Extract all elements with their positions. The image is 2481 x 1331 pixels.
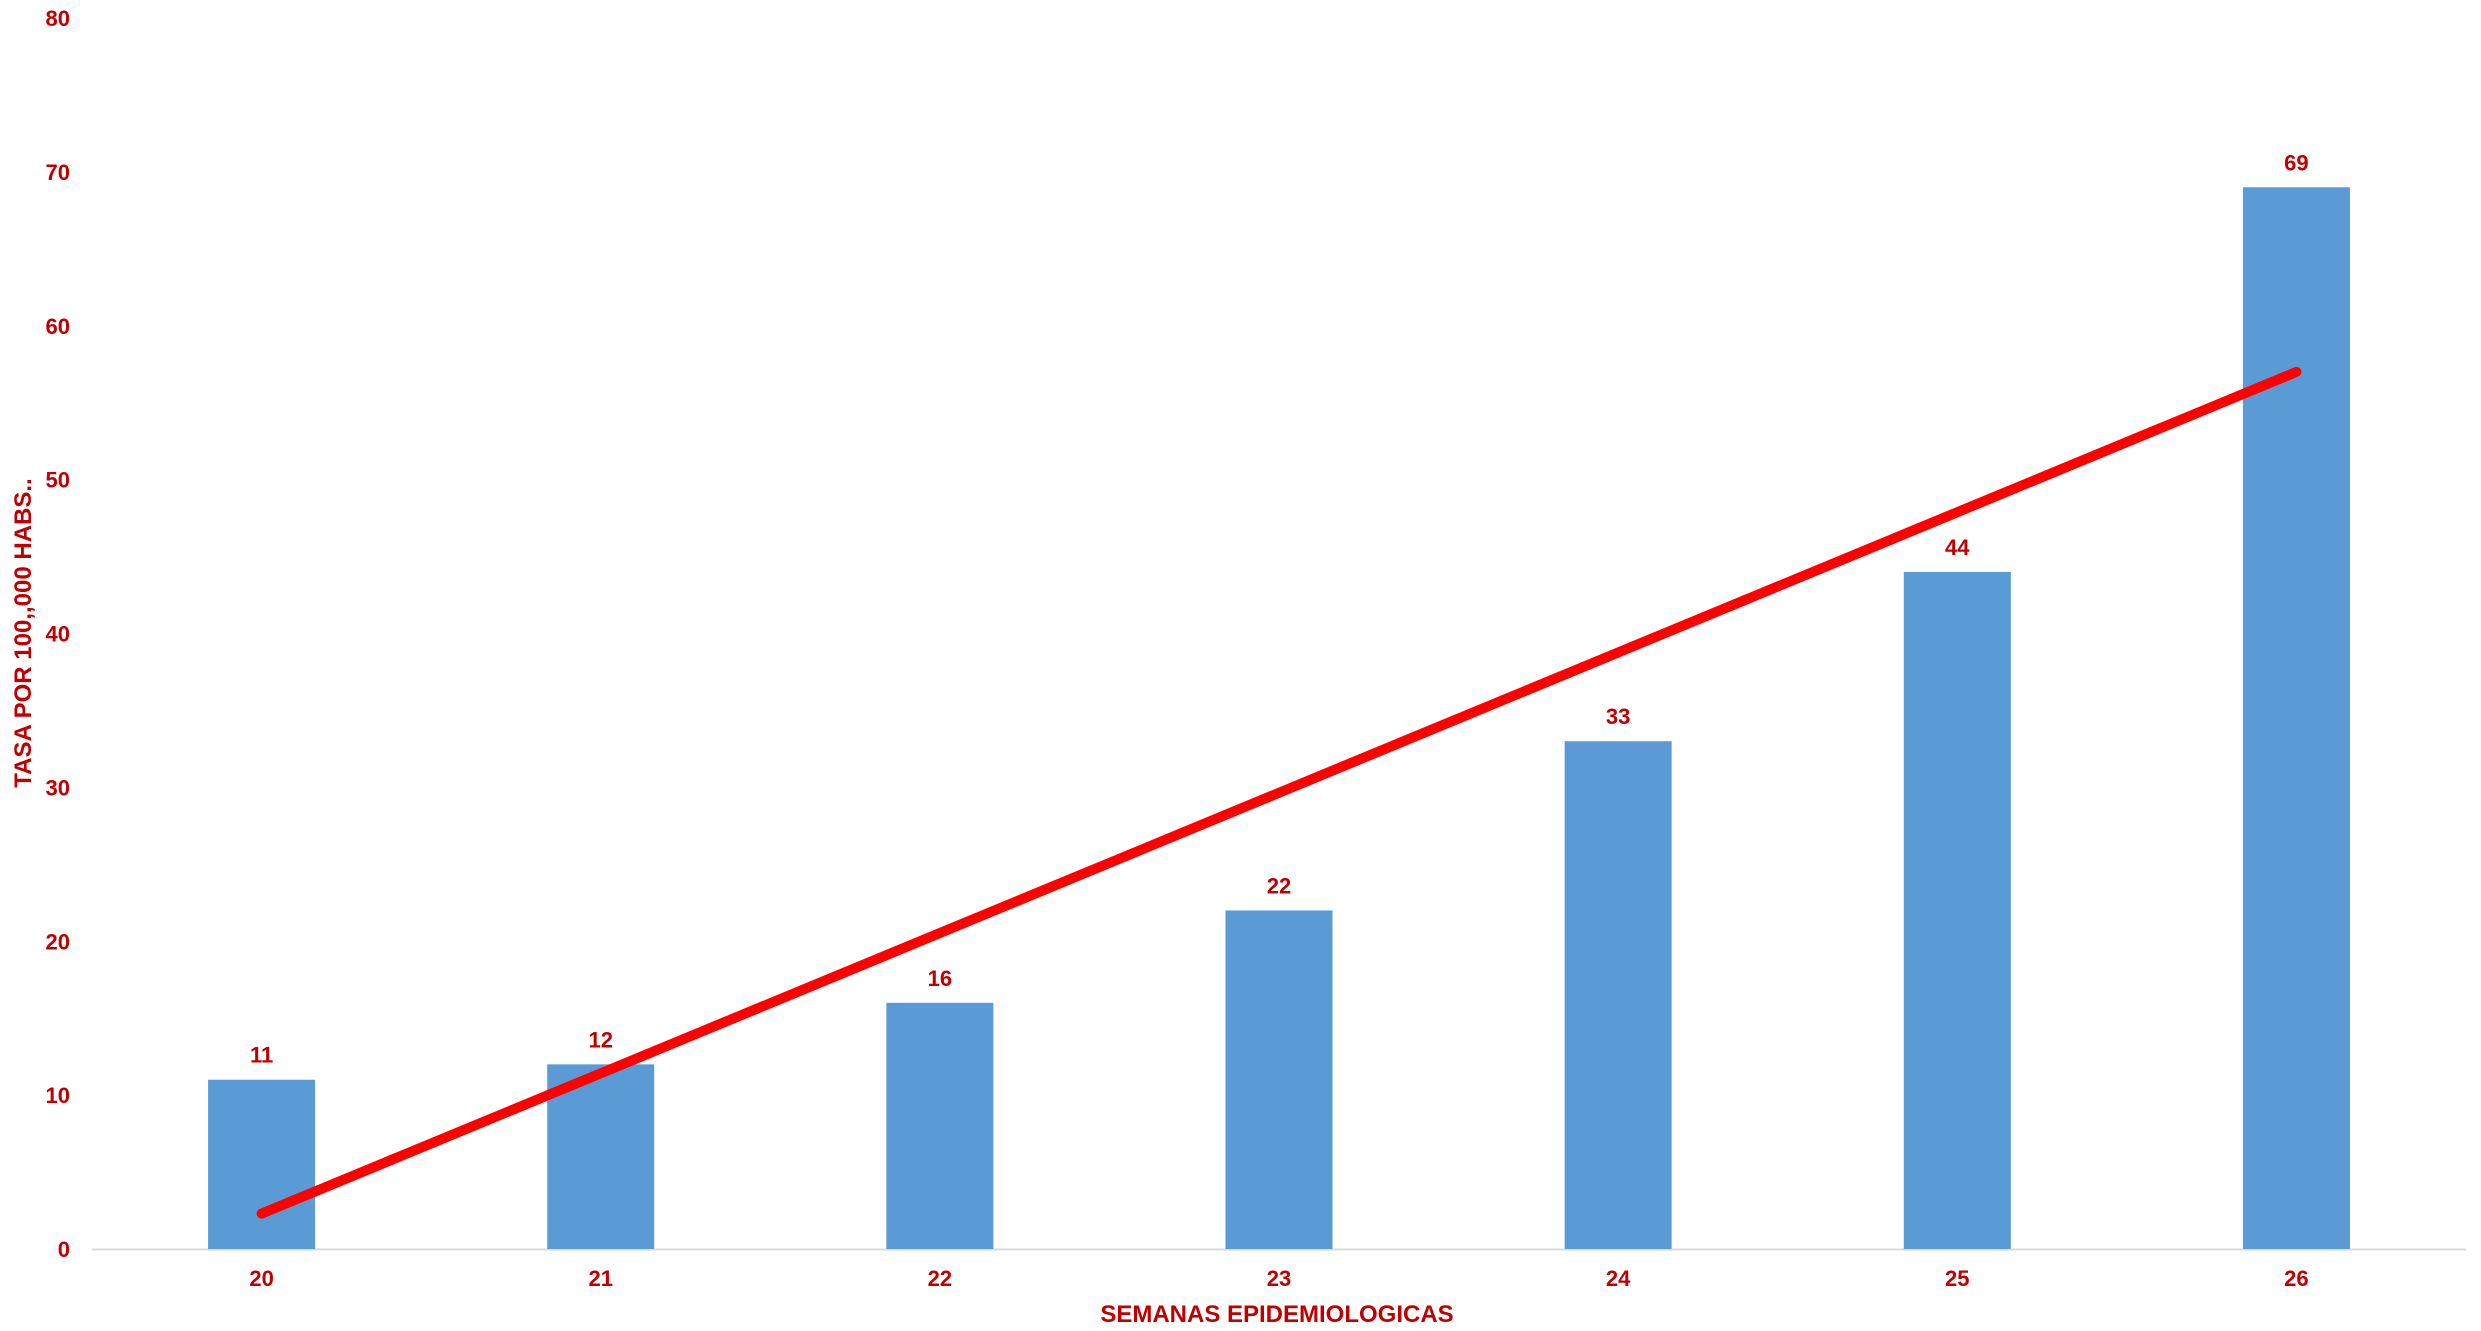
data-label: 69 — [2284, 150, 2308, 175]
y-tick-label: 80 — [46, 6, 70, 31]
y-tick-label: 20 — [46, 929, 70, 954]
data-label: 12 — [588, 1027, 612, 1052]
x-tick-label: 20 — [249, 1266, 273, 1291]
bar — [547, 1064, 655, 1249]
x-tick-label: 23 — [1267, 1266, 1291, 1291]
y-tick-label: 50 — [46, 468, 70, 493]
y-tick-label: 60 — [46, 314, 70, 339]
x-axis-ticks: 20 21 22 23 24 25 26 — [249, 1266, 2308, 1291]
bar — [2242, 187, 2350, 1250]
bars-series — [208, 187, 2350, 1250]
y-tick-label: 30 — [46, 775, 70, 800]
bar — [208, 1079, 316, 1249]
bar — [1903, 571, 2011, 1249]
data-labels: 11 12 16 22 33 44 69 — [250, 150, 2309, 1067]
x-tick-label: 24 — [1606, 1266, 1631, 1291]
y-axis-title: TASA POR 100,,000 HABS.. — [10, 478, 37, 787]
x-tick-label: 21 — [588, 1266, 612, 1291]
data-label: 11 — [250, 1043, 273, 1068]
y-tick-label: 10 — [46, 1083, 70, 1108]
x-tick-label: 25 — [1945, 1266, 1969, 1291]
data-label: 22 — [1267, 873, 1291, 898]
bar — [1564, 741, 1672, 1249]
x-tick-label: 22 — [928, 1266, 952, 1291]
bar — [1225, 910, 1333, 1249]
x-axis-title: SEMANAS EPIDEMIOLOGICAS — [1100, 1301, 1453, 1328]
x-tick-label: 26 — [2284, 1266, 2308, 1291]
y-tick-label: 40 — [46, 622, 70, 647]
y-axis-ticks: 0 10 20 30 40 50 60 70 80 — [46, 6, 70, 1262]
bar — [886, 1002, 994, 1249]
y-tick-label: 70 — [46, 160, 70, 185]
data-label: 44 — [1945, 535, 1970, 560]
data-label: 33 — [1606, 704, 1630, 729]
trendline — [256, 366, 2302, 1219]
data-label: 16 — [928, 966, 952, 991]
y-tick-label: 0 — [58, 1237, 70, 1262]
